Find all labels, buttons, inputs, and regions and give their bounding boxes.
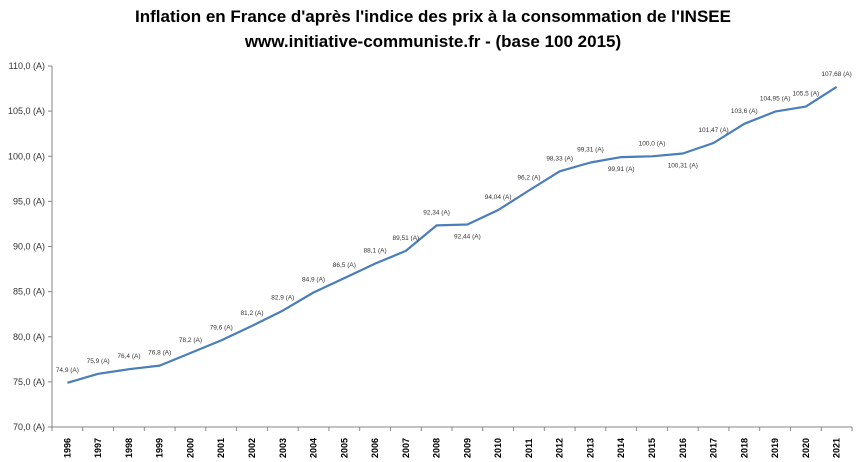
x-tick-label: 2014 [616, 438, 626, 458]
x-tick-label: 2012 [555, 438, 565, 458]
x-tick-label: 2008 [432, 438, 442, 458]
x-tick-label: 2021 [832, 438, 842, 458]
data-label: 92,44 (A) [454, 233, 481, 240]
x-tick-label: 2010 [493, 438, 503, 458]
x-tick-label: 1996 [62, 438, 72, 458]
data-label: 88,1 (A) [364, 248, 387, 255]
data-label: 98,33 (A) [546, 155, 573, 162]
x-tick-label: 1999 [155, 438, 165, 458]
x-tick-label: 2016 [678, 438, 688, 458]
series-line [67, 85, 838, 384]
data-label: 74,9 (A) [56, 367, 79, 374]
data-label: 100,31 (A) [668, 162, 698, 169]
x-tick-label: 2020 [801, 438, 811, 458]
x-tick-label: 2004 [309, 438, 319, 458]
x-tick-label: 2017 [709, 438, 719, 458]
x-tick-label: 2005 [339, 438, 349, 458]
x-tick-label: 2000 [185, 438, 195, 458]
y-tick-label: 90,0 (A) [13, 242, 45, 252]
data-label: 84,9 (A) [302, 277, 325, 284]
y-tick-label: 85,0 (A) [13, 287, 45, 297]
x-tick-label: 2019 [770, 438, 780, 458]
data-label: 78,2 (A) [179, 337, 202, 344]
data-label: 107,68 (A) [821, 71, 851, 78]
data-label: 101,47 (A) [698, 127, 728, 134]
x-tick-label: 2009 [462, 438, 472, 458]
data-label: 79,6 (A) [210, 324, 233, 331]
chart-subtitle: www.initiative-communiste.fr - (base 100… [244, 32, 622, 51]
x-tick-label: 2007 [401, 438, 411, 458]
x-tick-label: 1997 [93, 438, 103, 458]
x-tick-label: 2001 [216, 438, 226, 458]
y-tick-label: 100,0 (A) [8, 151, 45, 161]
data-label: 76,4 (A) [117, 353, 140, 360]
y-tick-label: 105,0 (A) [8, 106, 45, 116]
x-tick-label: 2013 [585, 438, 595, 458]
y-tick-label: 95,0 (A) [13, 196, 45, 206]
data-label: 92,34 (A) [423, 209, 450, 216]
data-label: 86,5 (A) [333, 262, 356, 269]
data-label: 105,5 (A) [792, 91, 819, 98]
data-label: 82,9 (A) [271, 295, 294, 302]
data-label: 89,51 (A) [392, 235, 419, 242]
y-tick-label: 110,0 (A) [9, 61, 45, 71]
data-label: 100,0 (A) [639, 140, 666, 147]
y-tick-label: 80,0 (A) [13, 332, 45, 342]
data-label: 103,6 (A) [731, 108, 758, 115]
x-tick-label: 2015 [647, 438, 657, 458]
data-label: 96,2 (A) [517, 175, 540, 182]
data-label: 104,95 (A) [760, 96, 790, 103]
data-label: 99,91 (A) [608, 166, 635, 173]
y-tick-label: 75,0 (A) [13, 377, 45, 387]
x-tick-label: 2003 [278, 438, 288, 458]
x-tick-label: 2002 [247, 438, 257, 458]
data-label: 76,8 (A) [148, 350, 171, 357]
data-label: 75,9 (A) [87, 358, 110, 365]
x-tick-label: 1998 [124, 438, 134, 458]
chart-title: Inflation en France d'après l'indice des… [135, 7, 731, 26]
x-tick-label: 2011 [524, 438, 534, 458]
data-label: 94,04 (A) [485, 194, 512, 201]
data-label: 99,31 (A) [577, 146, 604, 153]
x-tick-label: 2006 [370, 438, 380, 458]
x-tick-label: 2018 [739, 438, 749, 458]
y-tick-label: 70,0 (A) [13, 422, 45, 432]
data-label: 81,2 (A) [240, 310, 263, 317]
